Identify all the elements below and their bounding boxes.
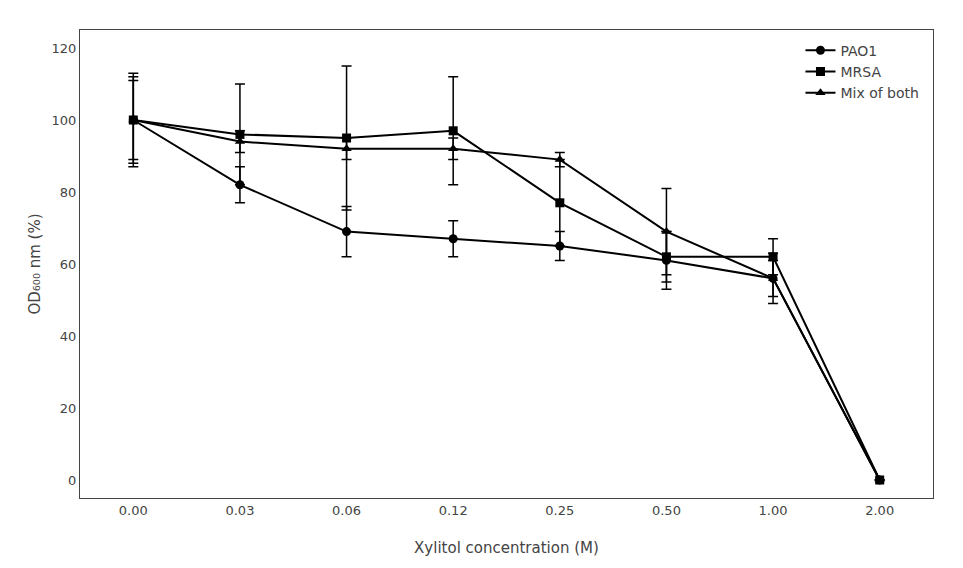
- svg-text:60: 60: [60, 257, 77, 272]
- svg-text:0.03: 0.03: [225, 503, 254, 518]
- svg-text:0.12: 0.12: [439, 503, 468, 518]
- svg-text:0.06: 0.06: [332, 503, 361, 518]
- svg-text:MRSA: MRSA: [840, 64, 881, 80]
- svg-text:Mix of both: Mix of both: [840, 85, 918, 101]
- svg-text:Xylitol concentration (M): Xylitol concentration (M): [414, 539, 599, 557]
- svg-text:0: 0: [68, 473, 76, 488]
- svg-text:20: 20: [60, 401, 77, 416]
- svg-text:OD₆₀₀ nm (%): OD₆₀₀ nm (%): [26, 213, 44, 314]
- svg-text:0.25: 0.25: [545, 503, 574, 518]
- svg-text:100: 100: [52, 113, 77, 128]
- svg-text:2.00: 2.00: [865, 503, 894, 518]
- svg-text:80: 80: [60, 185, 77, 200]
- svg-text:0.50: 0.50: [652, 503, 681, 518]
- svg-text:40: 40: [60, 329, 77, 344]
- svg-text:1.00: 1.00: [759, 503, 788, 518]
- svg-text:PAO1: PAO1: [840, 43, 877, 59]
- svg-text:120: 120: [52, 41, 77, 56]
- svg-text:0.00: 0.00: [119, 503, 148, 518]
